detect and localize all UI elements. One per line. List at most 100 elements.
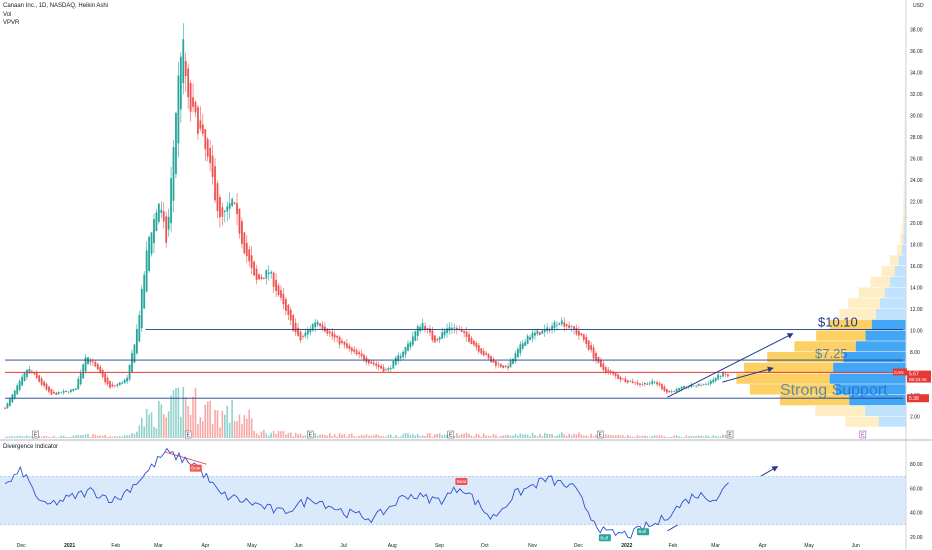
price-tick-label: 28.00 xyxy=(910,135,923,141)
time-axis-label: Dec xyxy=(574,543,583,549)
time-axis-label: Feb xyxy=(111,543,120,549)
volume-bar xyxy=(541,436,544,438)
candle-body xyxy=(282,293,285,305)
candle-body xyxy=(714,377,717,382)
vpvr-bar-up xyxy=(855,341,906,352)
vpvr-bar-up xyxy=(904,180,906,191)
volume-bar xyxy=(101,436,104,438)
volume-bar xyxy=(697,435,700,438)
candle-body xyxy=(617,374,619,379)
volume-bar xyxy=(531,432,534,438)
time-axis-label: Jun xyxy=(852,543,860,549)
price-tick-label: 10.00 xyxy=(910,329,923,335)
candle-body xyxy=(636,382,639,385)
volume-bar xyxy=(216,410,219,438)
candle-body xyxy=(626,380,629,383)
volume-bar xyxy=(177,387,180,438)
volume-bar xyxy=(23,436,26,438)
volume-bar xyxy=(416,433,419,438)
candle-body xyxy=(287,304,290,315)
earnings-event-label: E xyxy=(34,433,38,439)
volume-bar xyxy=(233,420,236,438)
volume-bar xyxy=(26,435,28,438)
candle-body xyxy=(148,236,150,272)
volume-bar xyxy=(143,426,146,438)
volume-bar xyxy=(578,432,580,438)
earnings-event-marker xyxy=(447,430,454,439)
vpvr-bar-down xyxy=(749,384,836,395)
volume-bar xyxy=(663,436,666,438)
price-tick-label: 14.00 xyxy=(910,286,923,292)
volume-bar xyxy=(499,436,502,438)
candle-body xyxy=(265,269,268,279)
candle-body xyxy=(272,272,275,288)
vpvr-bar-up xyxy=(835,384,906,395)
candle-body xyxy=(236,203,238,215)
vpvr-bar-down xyxy=(845,416,879,427)
candle-body xyxy=(473,341,475,345)
volume-bar xyxy=(250,418,253,438)
volume-bar xyxy=(260,431,263,438)
volume-bar xyxy=(712,435,715,438)
volume-bar xyxy=(666,437,668,438)
volume-bar xyxy=(199,417,202,438)
candle-body xyxy=(375,363,378,366)
volume-bar xyxy=(292,436,294,438)
candle-body xyxy=(431,330,434,341)
candle-body xyxy=(197,107,199,134)
volume-bar xyxy=(480,436,483,438)
candle-body xyxy=(692,385,695,387)
candle-body xyxy=(675,388,678,392)
volume-bar xyxy=(248,409,251,438)
volume-bar xyxy=(404,432,407,438)
candle-body xyxy=(150,232,153,254)
volume-bar xyxy=(172,390,175,438)
candle-body xyxy=(553,322,556,328)
candle-body xyxy=(578,331,580,336)
candle-body xyxy=(643,382,646,385)
candle-body xyxy=(21,376,23,386)
volume-bar xyxy=(270,432,273,438)
volume-bar xyxy=(289,432,292,438)
candle-body xyxy=(673,391,676,392)
volume-bar xyxy=(243,415,246,438)
candle-body xyxy=(30,371,33,373)
candle-body xyxy=(653,381,656,383)
candle-body xyxy=(243,232,246,254)
candle-body xyxy=(316,321,319,325)
trendline xyxy=(667,333,794,398)
volume-bar xyxy=(338,433,341,438)
candle-body xyxy=(521,343,524,349)
currency-label: USD xyxy=(913,3,924,9)
candle-body xyxy=(477,345,480,352)
candle-body xyxy=(487,354,490,359)
volume-bar xyxy=(282,430,285,438)
volume-bar xyxy=(60,435,62,438)
time-axis-label: Apr xyxy=(201,543,209,549)
candle-body xyxy=(114,385,116,387)
candle-body xyxy=(233,202,236,204)
vpvr-bar-down xyxy=(897,244,902,255)
vpvr-bar-down xyxy=(904,147,906,158)
candle-body xyxy=(678,388,680,391)
volume-bar xyxy=(710,437,712,438)
last-price-text: 5.67 xyxy=(909,372,919,378)
volume-bar xyxy=(245,418,248,438)
candle-body xyxy=(651,381,654,384)
vpvr-bar-down xyxy=(903,169,906,180)
volume-bar xyxy=(280,431,282,438)
volume-bar xyxy=(514,434,517,438)
volume-bar xyxy=(587,436,590,438)
candle-body xyxy=(514,353,517,362)
candle-body xyxy=(529,336,531,340)
volume-bar xyxy=(473,436,475,438)
vpvr-bar-up xyxy=(849,395,906,406)
volume-bar xyxy=(685,435,688,438)
candle-body xyxy=(350,347,353,352)
volume-bar xyxy=(612,435,614,438)
bull-signal-badge xyxy=(637,528,650,536)
volume-bar xyxy=(573,433,575,438)
candle-body xyxy=(111,384,114,387)
volume-bar xyxy=(82,435,84,438)
